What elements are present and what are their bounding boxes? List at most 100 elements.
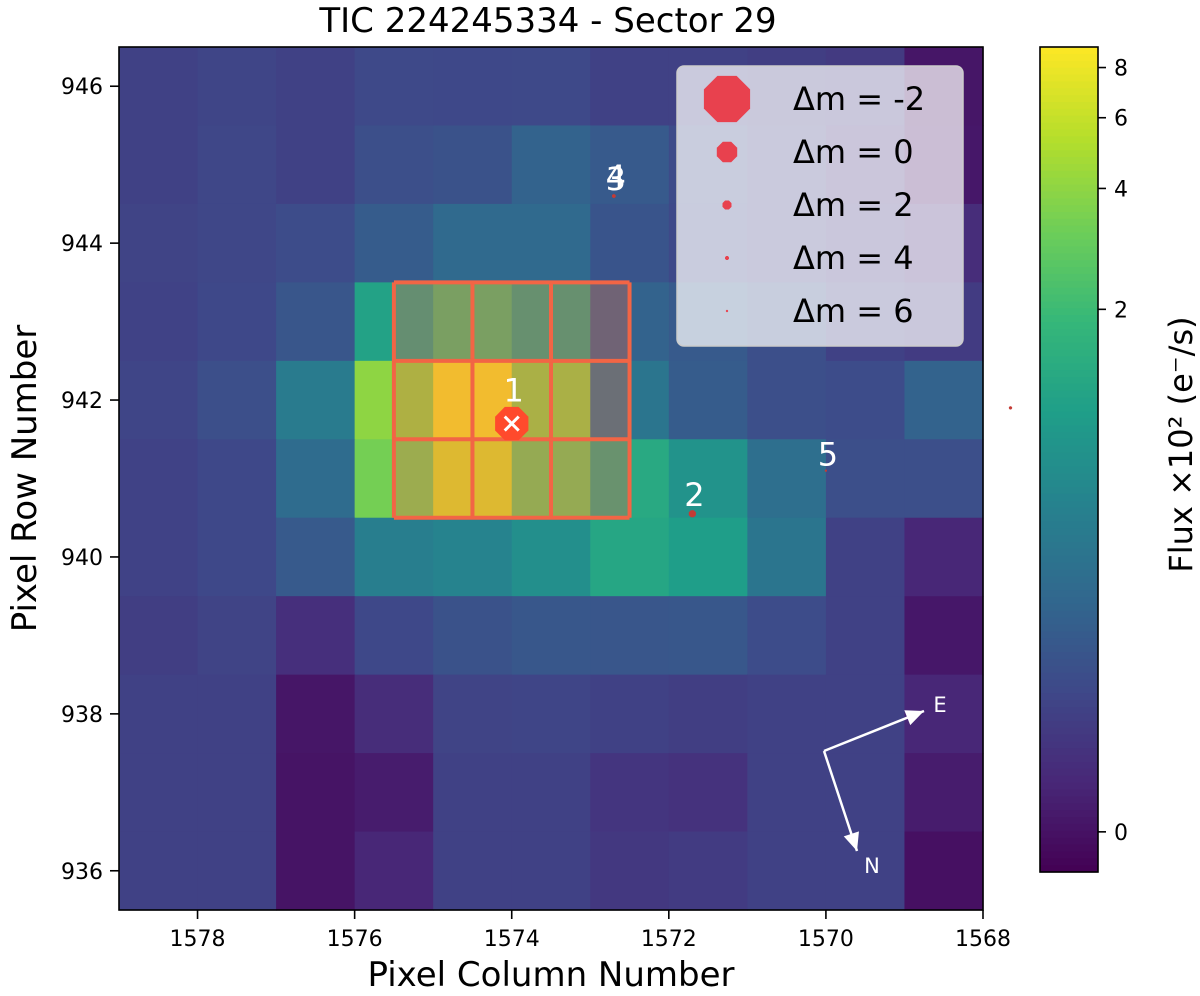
heatmap-cell (354, 596, 434, 676)
legend-marker (725, 256, 729, 260)
colorbar-gradient-step (1040, 198, 1098, 206)
colorbar-gradient-step (1040, 603, 1098, 612)
heatmap-cell (904, 596, 984, 676)
colorbar-gradient-step (1040, 218, 1098, 227)
colorbar-gradient-step (1040, 514, 1098, 522)
heatmap-cell (197, 517, 277, 597)
heatmap-cell (197, 596, 277, 676)
star-label: 2 (684, 476, 704, 514)
colorbar-gradient-step (1040, 734, 1098, 742)
colorbar-gradient-step (1040, 727, 1098, 736)
heatmap-cell (197, 47, 277, 127)
heatmap-cell (433, 125, 513, 205)
colorbar-gradient-step (1040, 267, 1098, 275)
heatmap-cell (433, 47, 513, 127)
colorbar-gradient-step (1040, 205, 1098, 213)
heatmap-cell (433, 831, 513, 911)
heatmap-cell (197, 203, 277, 283)
heatmap-cell (511, 517, 591, 597)
legend-entry-label: Δm = 6 (793, 292, 914, 330)
colorbar-gradient-step (1040, 823, 1098, 832)
colorbar-gradient-step (1040, 122, 1098, 131)
colorbar-gradient-step (1040, 652, 1098, 660)
aperture-mask (391, 280, 632, 520)
colorbar-gradient-step (1040, 301, 1098, 309)
colorbar-gradient-step (1040, 438, 1098, 447)
axes: 1578 1576 1574 1572 1570 1568 946 944 942 940 938 9… (61, 75, 1011, 952)
heatmap-cell (668, 831, 748, 911)
colorbar-gradient-step (1040, 397, 1098, 406)
star-marker (1008, 406, 1013, 410)
heatmap-cell (747, 360, 827, 440)
plot-frame (118, 46, 984, 911)
colorbar-gradient-step (1040, 67, 1098, 76)
heatmap-cell (904, 360, 984, 440)
colorbar-gradient-step (1040, 480, 1098, 488)
heatmap-cell (590, 831, 670, 911)
colorbar-gradient-step (1040, 817, 1098, 825)
colorbar-gradient-step (1040, 789, 1098, 797)
heatmap-cell (433, 517, 513, 597)
heatmap-cell (747, 517, 827, 597)
colorbar-gradient-step (1040, 638, 1098, 646)
heatmap-cell (747, 674, 827, 754)
colorbar-gradient-step (1040, 356, 1098, 364)
colorbar-gradient-step (1040, 590, 1098, 598)
colorbar-gradient-step (1040, 287, 1098, 296)
colorbar-gradient-step (1040, 768, 1098, 777)
colorbar-gradient-step (1040, 782, 1098, 791)
colorbar-gradient-step (1040, 177, 1098, 186)
colorbar-gradient-step (1040, 390, 1098, 399)
heatmap-cell (590, 674, 670, 754)
star-label: 7 (998, 372, 1018, 410)
legend-box (676, 65, 964, 347)
heatmap-cell (276, 674, 356, 754)
colorbar-gradient-step (1040, 576, 1098, 584)
heatmap-cell (197, 674, 277, 754)
x-tick-label: 1576 (327, 927, 383, 952)
colorbar-gradient-step (1040, 473, 1098, 481)
colorbar-gradient-step (1040, 47, 1098, 55)
legend-marker (703, 75, 751, 123)
heatmap-cell (119, 203, 199, 283)
colorbar-gradient-step (1040, 555, 1098, 564)
colorbar-label: Flux ×10² (e⁻/s) (1162, 316, 1200, 572)
colorbar-gradient-step (1040, 108, 1098, 117)
heatmap-cell (590, 596, 670, 676)
north-arrow (822, 750, 859, 852)
heatmap-cell (668, 517, 748, 597)
colorbar-tick-label: 0 (1114, 821, 1128, 846)
legend-entry-label: Δm = -2 (793, 80, 925, 118)
colorbar-gradient-step (1040, 672, 1098, 681)
legend-entry-label: Δm = 2 (793, 186, 914, 224)
heatmap-cell (119, 831, 199, 911)
colorbar-tick-label: 6 (1114, 107, 1128, 132)
colorbar-gradient-step (1040, 452, 1098, 461)
heatmap-cell (119, 125, 199, 205)
colorbar-gradient-step (1040, 707, 1098, 715)
chart-title: TIC 224245334 - Sector 29 (318, 1, 776, 41)
y-axis-label: Pixel Row Number (5, 325, 45, 633)
heatmap-cell (354, 674, 434, 754)
colorbar-gradient-step (1040, 528, 1098, 536)
colorbar-gradient-step (1040, 445, 1098, 454)
colorbar-gradient-step (1040, 858, 1098, 866)
colorbar-gradient-step (1040, 308, 1098, 316)
colorbar-gradient-step (1040, 157, 1098, 165)
colorbar-gradient-step (1040, 150, 1098, 158)
colorbar-gradient-step (1040, 865, 1098, 873)
colorbar-gradient-step (1040, 225, 1098, 234)
colorbar-gradient-step (1040, 53, 1098, 62)
compass: EN (822, 693, 947, 878)
compass-east-label: E (933, 693, 946, 717)
colorbar-gradient-step (1040, 562, 1098, 571)
star-markers: 1 2 34 5 7 (495, 158, 1019, 518)
heatmap-cell (354, 125, 434, 205)
y-tick-label: 940 (61, 546, 103, 571)
y-tick-label: 938 (61, 703, 103, 728)
heatmap-cell (276, 125, 356, 205)
heatmap-cell (119, 439, 199, 519)
colorbar-gradient-step (1040, 383, 1098, 392)
colorbar-gradient-step (1040, 115, 1098, 124)
